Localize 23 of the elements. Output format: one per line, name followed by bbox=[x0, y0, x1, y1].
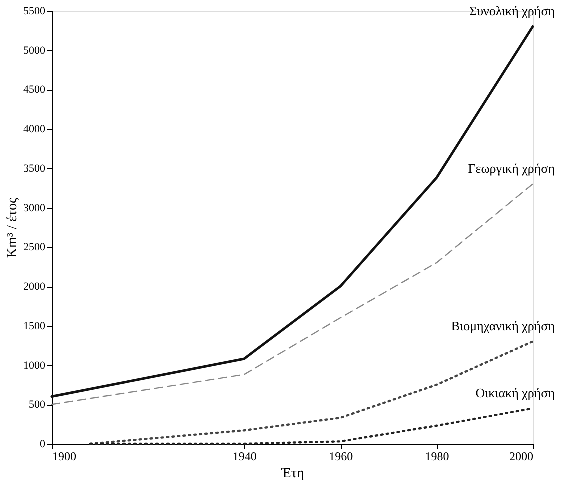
y-tick-label: 4000 bbox=[24, 124, 46, 136]
y-tick-label: 4500 bbox=[24, 84, 46, 96]
x-tick-label: 1980 bbox=[425, 450, 450, 464]
y-tick-label: 5000 bbox=[24, 44, 46, 57]
series-label: Γεωργική χρήση bbox=[468, 161, 556, 176]
series-label: Βιομηχανική χρήση bbox=[451, 318, 556, 334]
series-label: Συνολική χρήση bbox=[470, 4, 556, 19]
y-tick-label: 500 bbox=[29, 399, 46, 412]
y-tick-label: 0 bbox=[40, 438, 46, 450]
y-tick-label: 5500 bbox=[24, 6, 46, 18]
y-tick-label: 3000 bbox=[24, 202, 46, 214]
y-axis-title: Km³ / έτος bbox=[6, 197, 20, 258]
x-axis-title: Έτη bbox=[280, 466, 304, 482]
x-tick-label: 2000 bbox=[510, 450, 534, 464]
x-tick-label: 1900 bbox=[52, 450, 76, 464]
y-tick-label: 2500 bbox=[24, 242, 46, 254]
y-tick-label: 1000 bbox=[24, 360, 46, 372]
series-label: Οικιακή χρήση bbox=[476, 386, 556, 401]
y-tick-label: 1500 bbox=[24, 320, 46, 332]
y-tick-label: 2000 bbox=[24, 281, 46, 294]
x-tick-label: 1960 bbox=[329, 450, 354, 464]
y-tick-label: 3500 bbox=[24, 162, 46, 175]
x-tick-label: 1940 bbox=[232, 450, 257, 464]
